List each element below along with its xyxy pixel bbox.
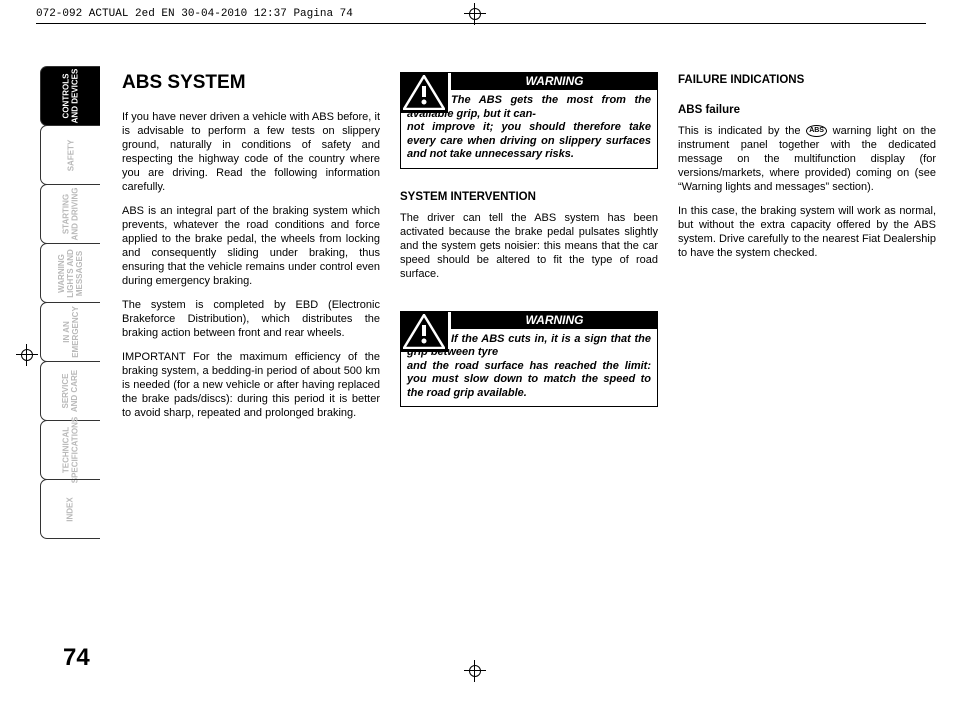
tab-label: TECHNICAL SPECIFICATIONS <box>62 417 80 484</box>
body-paragraph: If you have never driven a vehicle with … <box>122 110 380 194</box>
section-tab[interactable]: SAFETY <box>40 125 100 185</box>
column-2: WARNING The ABS gets the most from the a… <box>400 72 658 430</box>
registration-mark-icon <box>16 344 38 366</box>
section-tab[interactable]: CONTROLS AND DEVICES <box>40 66 100 126</box>
body-paragraph: This is indicated by the ABS warning lig… <box>678 124 936 194</box>
warning-heading: WARNING <box>451 72 658 90</box>
tab-label: SERVICE AND CARE <box>61 370 79 412</box>
body-paragraph: IMPORTANT For the maximum efficiency of … <box>122 350 380 420</box>
tab-label: STARTING AND DRIVING <box>61 188 79 241</box>
section-tab[interactable]: IN AN EMERGENCY <box>40 302 100 362</box>
section-tab[interactable]: STARTING AND DRIVING <box>40 184 100 244</box>
section-heading: FAILURE INDICATIONS <box>678 74 936 86</box>
body-paragraph: ABS is an integral part of the braking s… <box>122 204 380 288</box>
section-heading: SYSTEM INTERVENTION <box>400 191 658 203</box>
tab-label: WARNING LIGHTS AND MESSAGES <box>57 249 84 298</box>
column-1: ABS SYSTEM If you have never driven a ve… <box>122 72 380 430</box>
section-tabs: CONTROLS AND DEVICES SAFETY STARTING AND D… <box>40 66 100 539</box>
warning-box: WARNING If the ABS cuts in, it is a sign… <box>400 311 658 408</box>
abs-warning-light-icon: ABS <box>806 125 827 137</box>
tab-label: CONTROLS AND DEVICES <box>62 69 80 124</box>
body-paragraph: In this case, the braking system will wo… <box>678 204 936 260</box>
tab-label: INDEX <box>66 497 75 521</box>
warning-triangle-icon <box>400 72 448 113</box>
body-paragraph: The system is completed by EBD (Electron… <box>122 298 380 340</box>
tab-label: IN AN EMERGENCY <box>62 306 80 358</box>
warning-heading: WARNING <box>451 311 658 329</box>
column-3: FAILURE INDICATIONS ABS failure This is … <box>678 72 936 430</box>
page-number: 74 <box>63 644 90 672</box>
section-tab[interactable]: SERVICE AND CARE <box>40 361 100 421</box>
subsection-heading: ABS failure <box>678 104 936 116</box>
section-tab[interactable]: INDEX <box>40 479 100 539</box>
warning-triangle-icon <box>400 311 448 352</box>
section-tab[interactable]: TECHNICAL SPECIFICATIONS <box>40 420 100 480</box>
tab-label: SAFETY <box>66 139 75 171</box>
warning-box: WARNING The ABS gets the most from the a… <box>400 72 658 169</box>
registration-mark-icon <box>464 3 486 25</box>
page-title: ABS SYSTEM <box>122 72 380 94</box>
section-tab[interactable]: WARNING LIGHTS AND MESSAGES <box>40 243 100 303</box>
registration-mark-icon <box>464 660 486 682</box>
body-paragraph: The driver can tell the ABS system has b… <box>400 211 658 281</box>
